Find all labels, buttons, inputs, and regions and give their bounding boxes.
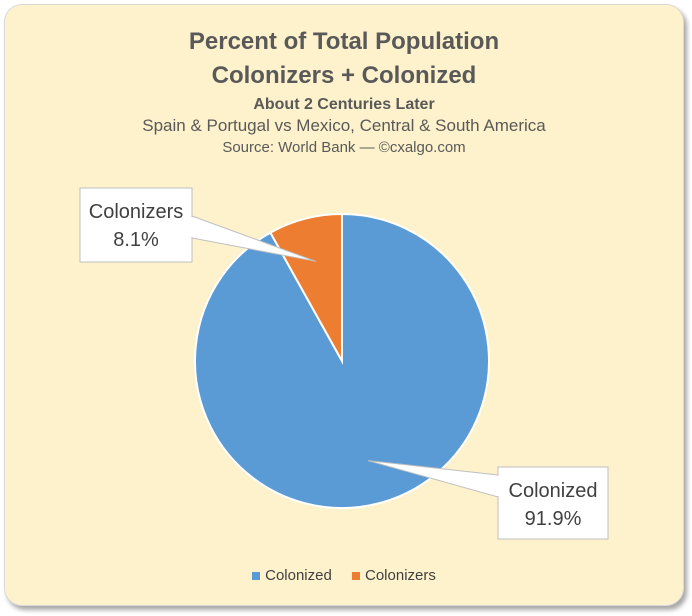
data-label-category: Colonizers — [89, 201, 183, 223]
data-label-value: 8.1% — [113, 229, 159, 251]
legend-swatch-colonizers — [352, 572, 360, 581]
pie-chart: Colonized 91.9% Colonizers 8.1% — [79, 187, 609, 540]
chart-subtitle-2: Spain & Portugal vs Mexico, Central & So… — [142, 116, 546, 135]
data-label-colonizers: Colonizers 8.1% — [79, 187, 317, 263]
label-box — [497, 466, 609, 540]
chart-subtitle: About 2 Centuries Later — [253, 96, 435, 113]
chart-title-line-1: Percent of Total Population — [188, 28, 500, 55]
legend-swatch-colonized — [252, 572, 261, 581]
legend-item-colonized: Colonized — [252, 567, 332, 584]
legend: Colonized Colonizers — [5, 567, 683, 584]
data-label-colonized: Colonized 91.9% — [367, 460, 609, 540]
legend-label-colonized: Colonized — [265, 567, 332, 584]
chart-source: Source: World Bank — ©cxalgo.com — [222, 139, 466, 156]
data-label-category: Colonized — [509, 480, 598, 502]
label-box — [79, 187, 193, 263]
title-block: Percent of Total Population Colonizers +… — [5, 25, 683, 159]
legend-item-colonizers: Colonizers — [352, 567, 436, 584]
chart-title-line-2: Colonizers + Colonized — [211, 62, 477, 89]
chart-area: Percent of Total Population Colonizers +… — [4, 4, 684, 606]
legend-label-colonizers: Colonizers — [365, 567, 436, 584]
data-label-value: 91.9% — [525, 508, 582, 530]
